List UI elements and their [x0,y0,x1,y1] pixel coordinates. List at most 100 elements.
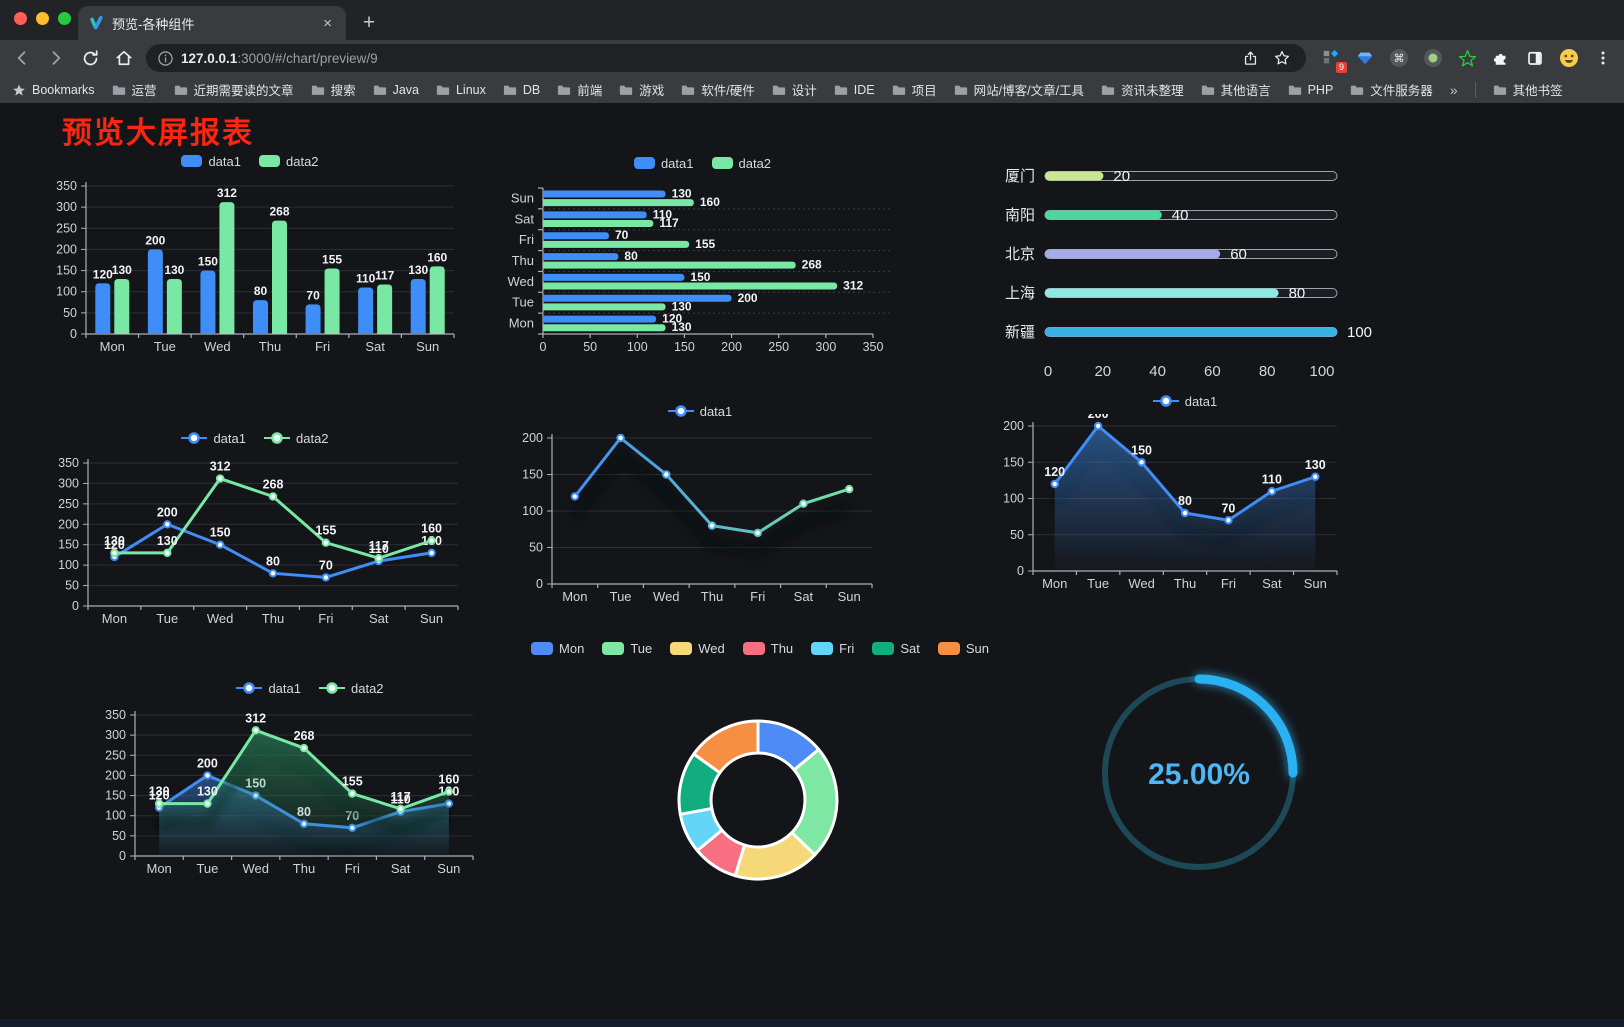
line-legend-icon [1152,395,1179,407]
menu-kebab-icon[interactable] [1592,47,1614,69]
svg-text:50: 50 [1010,528,1024,542]
gauge-chart: 25.00% [1089,663,1309,883]
legend-item-Thu[interactable]: Thu [742,641,793,656]
legend-item-Fri[interactable]: Fri [811,641,854,656]
extension-command-icon[interactable]: ⌘ [1388,47,1410,69]
folder-icon [834,85,847,95]
legend-item-data2[interactable]: data2 [711,156,771,171]
legend-item-data2[interactable]: data2 [259,154,319,169]
svg-text:南阳: 南阳 [1005,207,1035,224]
window-zoom-button[interactable] [58,12,71,25]
legend-item-data2[interactable]: data2 [264,431,329,446]
bookmarks-manager-item[interactable]: Bookmarks [12,83,95,97]
bookmark-item[interactable]: 游戏 [619,80,664,99]
svg-text:Sun: Sun [511,190,534,205]
bookmark-item[interactable]: IDE [834,83,875,97]
site-info-icon[interactable] [158,50,173,66]
svg-text:80: 80 [1259,363,1276,380]
window-controls [14,12,71,25]
svg-text:300: 300 [105,728,126,742]
reload-button[interactable] [78,46,102,70]
svg-text:Fri: Fri [318,611,333,626]
new-tab-button[interactable]: + [362,11,376,34]
bookmark-label: Java [392,82,419,97]
extension-gem-icon[interactable] [1354,47,1376,69]
legend-item-data1[interactable]: data1 [181,431,246,446]
other-bookmarks-item[interactable]: 其他书签 [1493,80,1563,99]
svg-text:80: 80 [1178,494,1192,508]
legend-item-data1[interactable]: data1 [633,156,694,171]
window-close-button[interactable] [14,12,27,25]
legend-item-Wed[interactable]: Wed [670,641,725,656]
swatch-icon [181,155,203,167]
svg-text:Sun: Sun [416,339,439,354]
legend-item-Sat[interactable]: Sat [872,641,920,656]
bookmark-star-icon[interactable] [1270,46,1294,70]
bookmark-item[interactable]: 网站/博客/文章/工具 [954,80,1084,99]
back-button[interactable] [10,46,34,70]
legend-item-data1[interactable]: data1 [236,681,301,696]
svg-text:268: 268 [269,205,289,219]
extension-contrast-icon[interactable] [1524,47,1546,69]
legend-item-data1[interactable]: data1 [1152,394,1217,409]
svg-text:Wed: Wed [207,611,234,626]
line-gradient-plot: 0 50 100 150 200 Mon Tue Wed Thu Fri Sat Sun [522,431,873,604]
legend-item-data1[interactable]: data1 [181,154,241,169]
svg-text:Sat: Sat [1262,576,1282,591]
home-button[interactable] [112,46,136,70]
extension-puzzle-icon[interactable] [1490,47,1512,69]
tab-close-icon[interactable]: × [323,14,332,32]
bookmark-item[interactable]: Java [373,83,419,97]
legend-item-Tue[interactable]: Tue [602,641,652,656]
svg-text:350: 350 [58,456,79,470]
bookmark-item[interactable]: 近期需要读的文章 [174,80,294,99]
bookmark-item[interactable]: 搜索 [311,80,356,99]
svg-text:Thu: Thu [701,589,723,604]
svg-text:Fri: Fri [750,589,765,604]
svg-text:25.00%: 25.00% [1148,758,1250,791]
browser-tab[interactable]: 预览-各种组件 × [78,6,346,40]
chart-legend: data1 data2 [40,425,470,451]
svg-text:200: 200 [1003,419,1024,433]
extension-grid-icon[interactable]: 9 [1320,47,1347,73]
svg-text:130: 130 [157,534,178,548]
legend-item-Sun[interactable]: Sun [937,641,989,656]
svg-text:200: 200 [197,756,218,770]
legend-label: data1 [268,680,301,696]
bookmark-item[interactable]: 文件服务器 [1350,80,1433,99]
extension-green-dot-icon[interactable] [1422,47,1444,69]
bookmark-item[interactable]: 资讯未整理 [1101,80,1184,99]
bookmark-item[interactable]: 项目 [892,80,937,99]
share-icon[interactable] [1238,46,1262,70]
legend-label: Mon [559,640,585,656]
svg-text:117: 117 [369,539,389,553]
window-minimize-button[interactable] [36,12,49,25]
legend-item-Mon[interactable]: Mon [531,641,584,656]
folder-icon [436,85,450,95]
svg-text:0: 0 [540,340,547,354]
extension-green-star-icon[interactable] [1456,47,1478,69]
folder-icon [620,85,633,95]
bookmark-item[interactable]: 其他语言 [1201,80,1271,99]
extension-emoji-icon[interactable] [1558,47,1580,69]
svg-text:40: 40 [1149,363,1166,380]
legend-item-data2[interactable]: data2 [319,681,384,696]
svg-text:120: 120 [149,789,170,803]
forward-button[interactable] [44,46,68,70]
folder-icon [1288,85,1301,95]
bookmark-item[interactable]: 设计 [772,80,817,99]
bookmarks-overflow-chevron[interactable]: » [1449,81,1458,98]
bookmark-item[interactable]: 前端 [557,80,602,99]
bookmark-item[interactable]: 运营 [112,80,157,99]
svg-text:0: 0 [536,577,543,591]
svg-text:120: 120 [1044,465,1065,479]
swatch-icon [531,641,554,655]
bookmark-item[interactable]: Linux [436,83,486,97]
bookmark-item[interactable]: DB [503,83,540,97]
address-bar[interactable]: 127.0.0.1:3000/#/chart/preview/9 [146,44,1306,72]
bookmark-item[interactable]: PHP [1288,83,1333,97]
legend-item-data1[interactable]: data1 [667,404,732,419]
two-series-line-chart: data1 data2 0 50 100 150 200 250 300 350 Mon Tue Wed… [40,425,470,637]
svg-text:Tue: Tue [512,295,534,310]
bookmark-item[interactable]: 软件/硬件 [681,80,755,99]
